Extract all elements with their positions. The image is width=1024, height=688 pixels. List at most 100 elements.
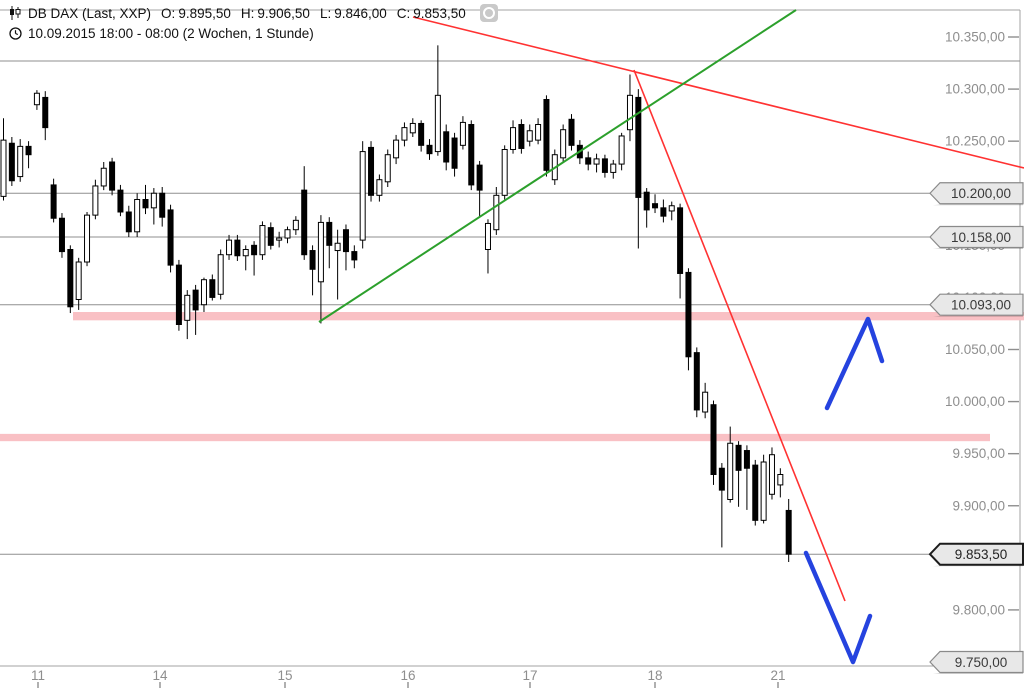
candle-body-down — [635, 96, 642, 198]
candle-body-down — [368, 146, 375, 196]
candle-body-down — [209, 279, 216, 298]
candle-body-down — [326, 221, 333, 246]
ohlc-value: 9.895,50 — [178, 5, 231, 21]
y-axis-label: 10.300,00 — [945, 82, 1005, 97]
ohlc-pair: O: 9.895,50 — [161, 6, 231, 21]
candle-body-up — [84, 214, 91, 263]
candle-body-up — [459, 121, 466, 146]
y-axis-label: 9.800,00 — [952, 602, 1005, 617]
ohlc-label: H: — [240, 5, 255, 21]
price-badge — [929, 225, 1024, 249]
candle-body-down — [752, 464, 759, 521]
candle-body-down — [693, 352, 700, 411]
ohlc-label: C: — [396, 5, 411, 21]
candle-body-up — [75, 261, 82, 300]
header-symbol-row: DB DAX (Last, XXP) O: 9.895,50 H: 9.906,50 L… — [6, 3, 498, 23]
candle-body-up — [760, 461, 767, 521]
candle-body-down — [652, 203, 659, 209]
candle-body-down — [159, 192, 166, 218]
candle-body-up — [92, 185, 99, 216]
candle-body-down — [309, 250, 316, 270]
candle-body-up — [284, 229, 291, 239]
candle-body-down — [785, 509, 792, 555]
projection-arrow-down — [803, 550, 873, 665]
x-axis-label: 15 — [277, 668, 292, 683]
candle-body-up — [259, 225, 266, 256]
price-badge-label: 9.750,00 — [955, 655, 1008, 670]
candle-body-up — [217, 254, 224, 295]
candle-body-up — [668, 205, 675, 212]
candle-body-up — [618, 135, 625, 165]
x-axis-label: 16 — [400, 668, 415, 683]
candle-body-up — [593, 158, 600, 165]
candle-body-up — [535, 124, 542, 141]
x-axis-label: 11 — [31, 668, 45, 683]
candle-body-down — [543, 99, 550, 171]
candle-body-down — [301, 189, 308, 256]
candle-body-down — [677, 207, 684, 274]
candle-body-up — [484, 222, 491, 250]
price-badge-label: 10.200,00 — [951, 186, 1011, 201]
candle-body-up — [560, 129, 567, 159]
candle-body-down — [267, 227, 274, 246]
candle-body-down — [25, 145, 32, 156]
candle-body-up — [409, 122, 416, 134]
candle-body-up — [334, 242, 341, 252]
candle-body-down — [451, 137, 458, 169]
candle-body-up — [226, 239, 233, 256]
candle-body-up — [393, 139, 400, 159]
candle-body-down — [58, 217, 65, 253]
clock-icon — [6, 26, 24, 40]
candle-body-down — [743, 450, 750, 469]
candle-body-up — [292, 219, 299, 231]
price-badge — [929, 650, 1024, 674]
candle-body-up — [777, 474, 784, 486]
candle-body-up — [626, 94, 633, 131]
y-axis-label: 10.350,00 — [945, 30, 1005, 45]
candle-body-up — [526, 130, 533, 142]
candle-body-up — [376, 179, 383, 196]
candle-body-up — [317, 221, 324, 283]
last-price-badge — [928, 542, 1024, 566]
candle-body-up — [276, 237, 283, 241]
candle-body-down — [601, 158, 608, 173]
candle-body-down — [426, 144, 433, 155]
candle-body-down — [50, 184, 57, 219]
x-axis-label: 14 — [152, 668, 168, 683]
candle-body-up — [610, 163, 617, 173]
candle-body-down — [418, 122, 425, 146]
candle-body-down — [568, 118, 575, 146]
price-badge — [929, 293, 1024, 316]
options-ring-icon — [482, 7, 495, 19]
candle-body-up — [501, 149, 508, 196]
price-badge — [929, 182, 1024, 205]
candle-body-down — [643, 191, 650, 211]
candle-body-down — [718, 467, 725, 491]
candle-body-down — [142, 199, 149, 209]
candle-body-up — [134, 199, 141, 233]
x-axis-label: 21 — [770, 668, 785, 683]
price-badge-label: 10.093,00 — [951, 298, 1011, 313]
candle-body-down — [125, 211, 132, 233]
candle-body-up — [768, 454, 775, 495]
candle-body-up — [702, 391, 709, 413]
chart-options-button[interactable] — [479, 4, 498, 22]
ohlc-value: 9.853,50 — [413, 5, 466, 21]
x-axis-label: 17 — [522, 668, 537, 683]
candlestick-icon — [6, 6, 24, 20]
candle-body-down — [351, 251, 358, 261]
candle-body-down — [234, 239, 241, 257]
price-badge-label: 9.853,50 — [955, 547, 1008, 562]
candle-body-up — [384, 154, 391, 183]
ohlc-label: L: — [319, 5, 332, 21]
downtrend-line-shallow — [412, 16, 1024, 169]
candle-body-up — [242, 249, 249, 257]
candle-body-up — [100, 167, 107, 187]
candle-body-up — [401, 127, 408, 141]
ohlc-pair: L: 9.846,00 — [320, 6, 387, 21]
period-label: 10.09.2015 18:00 - 08:00 (2 Wochen, 1 St… — [28, 25, 314, 41]
candle-body-down — [117, 189, 124, 213]
candle-body-down — [109, 161, 116, 191]
